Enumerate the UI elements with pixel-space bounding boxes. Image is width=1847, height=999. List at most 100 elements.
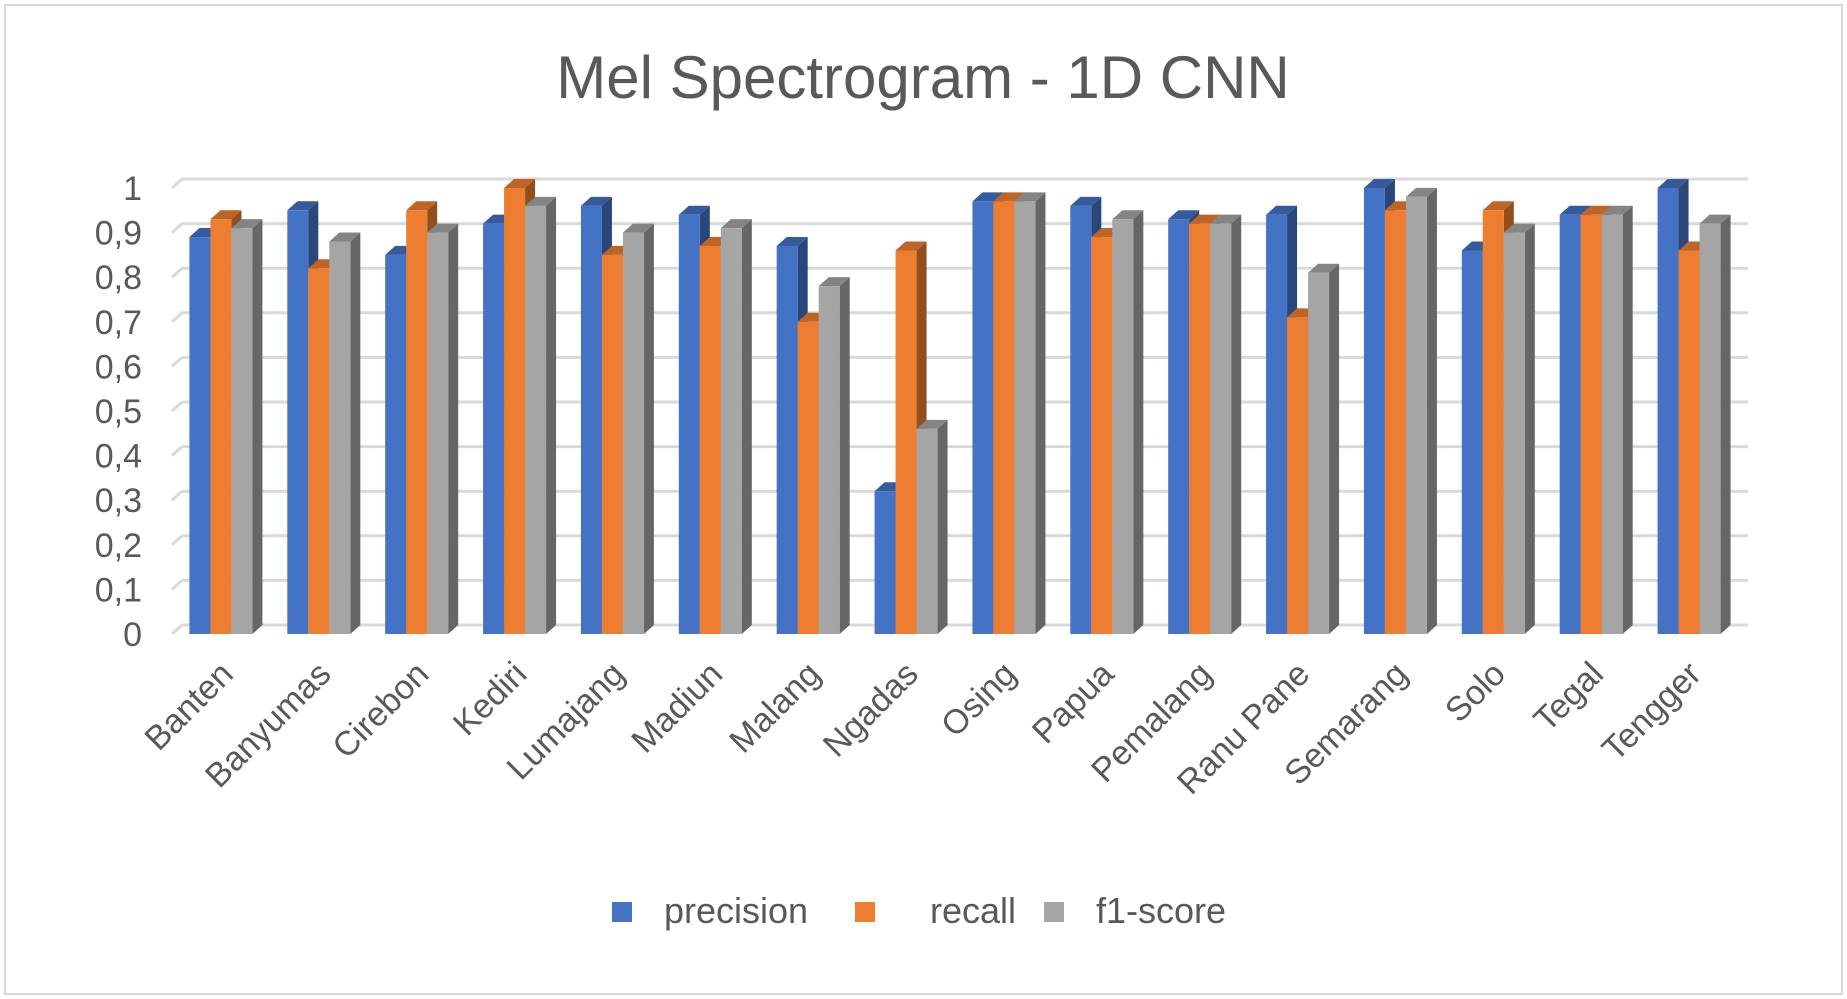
category-label: Osing xyxy=(934,655,1024,745)
bar-top xyxy=(916,419,948,429)
category-label: Papua xyxy=(1025,655,1121,751)
bar-front xyxy=(189,237,211,634)
bar-front xyxy=(1112,219,1134,634)
bar-front xyxy=(1461,250,1483,634)
bar-front xyxy=(776,245,798,635)
bar-front xyxy=(427,232,449,634)
y-axis-tick-labels: 0 0,1 0,2 0,3 0,4 0,5 0,6 0,7 0,8 0,9 1 xyxy=(95,170,142,654)
legend-label: precision xyxy=(664,890,808,931)
y-tick-label: 0,9 xyxy=(95,215,142,253)
bar xyxy=(720,219,752,634)
bar xyxy=(1503,223,1535,634)
y-tick-label: 0,6 xyxy=(95,348,142,386)
bar-front xyxy=(525,205,547,634)
y-tick-label: 0,1 xyxy=(95,571,142,609)
bar-side xyxy=(350,232,361,634)
bar-side xyxy=(1035,192,1046,634)
bar-top xyxy=(1363,179,1395,188)
bar-top xyxy=(525,196,557,206)
y-tick-label: 0,2 xyxy=(95,527,142,565)
bar-front xyxy=(1070,205,1092,634)
bar-front xyxy=(1287,317,1309,634)
bar-front xyxy=(1601,214,1623,634)
bar-front xyxy=(895,250,917,634)
y-tick-label: 1 xyxy=(123,170,142,208)
bar-front xyxy=(210,219,232,634)
gridline-side xyxy=(170,445,184,457)
bar-top xyxy=(1601,205,1633,215)
bar xyxy=(622,223,654,634)
bar-front xyxy=(1405,196,1427,635)
bar-top xyxy=(210,210,242,220)
bar-side xyxy=(1133,210,1144,634)
legend-swatch xyxy=(612,902,632,922)
bar-top xyxy=(1112,210,1144,220)
bar-top xyxy=(1559,205,1591,215)
category-label: Malang xyxy=(722,655,828,761)
bar-front xyxy=(720,228,742,634)
bar xyxy=(1308,263,1340,634)
bar xyxy=(231,219,263,634)
bar-top xyxy=(1189,214,1221,224)
bar-top xyxy=(818,277,850,287)
bar-front xyxy=(406,210,428,635)
bar-side xyxy=(741,219,752,634)
bar-top xyxy=(1210,214,1242,224)
bar-top xyxy=(406,201,438,211)
bar-front xyxy=(1168,219,1190,634)
bar-front xyxy=(287,210,309,635)
category-label: Ngadas xyxy=(816,655,926,765)
bar xyxy=(1210,214,1242,634)
bar-front xyxy=(385,254,407,634)
gridline-side xyxy=(170,267,184,279)
gridline-side xyxy=(170,400,184,413)
bar-top xyxy=(329,232,361,242)
bar-top xyxy=(720,219,752,229)
bar-side xyxy=(1720,214,1731,634)
bar-front xyxy=(231,228,253,634)
gridline-side xyxy=(170,579,184,591)
legend-swatch xyxy=(1044,902,1064,922)
bar-top xyxy=(1168,210,1200,220)
bar-top xyxy=(1070,196,1102,206)
bar-top xyxy=(993,192,1025,202)
gridline-side xyxy=(170,222,184,234)
bar-top xyxy=(622,223,654,233)
bar-front xyxy=(1580,214,1602,634)
bar-front xyxy=(1678,250,1700,634)
bar-top xyxy=(1657,179,1689,188)
bar-top xyxy=(1014,192,1046,202)
bar xyxy=(1014,192,1046,634)
legend-label: f1-score xyxy=(1096,890,1226,931)
gridline-side xyxy=(170,490,184,502)
bar-front xyxy=(678,214,700,634)
category-label: Madiun xyxy=(624,655,730,761)
bar-side xyxy=(1329,263,1340,634)
y-tick-label: 0,8 xyxy=(95,259,142,297)
bar-top xyxy=(1503,223,1535,233)
bar-top xyxy=(287,201,319,211)
bar-front xyxy=(1699,223,1721,634)
bar-side xyxy=(1231,214,1242,634)
bar-top xyxy=(776,236,808,246)
y-tick-label: 0,7 xyxy=(95,304,142,342)
legend: precision recall f1-score xyxy=(612,890,1226,931)
bar-front xyxy=(1384,210,1406,635)
bar-front xyxy=(483,223,505,634)
bars xyxy=(189,179,1731,635)
bar-top xyxy=(1405,187,1437,197)
bar-side xyxy=(643,223,654,634)
bar xyxy=(525,196,557,634)
bar-front xyxy=(874,491,896,634)
legend-swatch xyxy=(855,902,875,922)
bar-top xyxy=(1699,214,1731,224)
bar-side xyxy=(1524,223,1535,634)
bar-side xyxy=(1622,205,1633,634)
bar xyxy=(427,223,459,634)
bar-front xyxy=(580,205,602,634)
bar-front xyxy=(818,286,840,634)
category-label: Tegal xyxy=(1526,655,1610,739)
bar-top xyxy=(1482,201,1514,211)
